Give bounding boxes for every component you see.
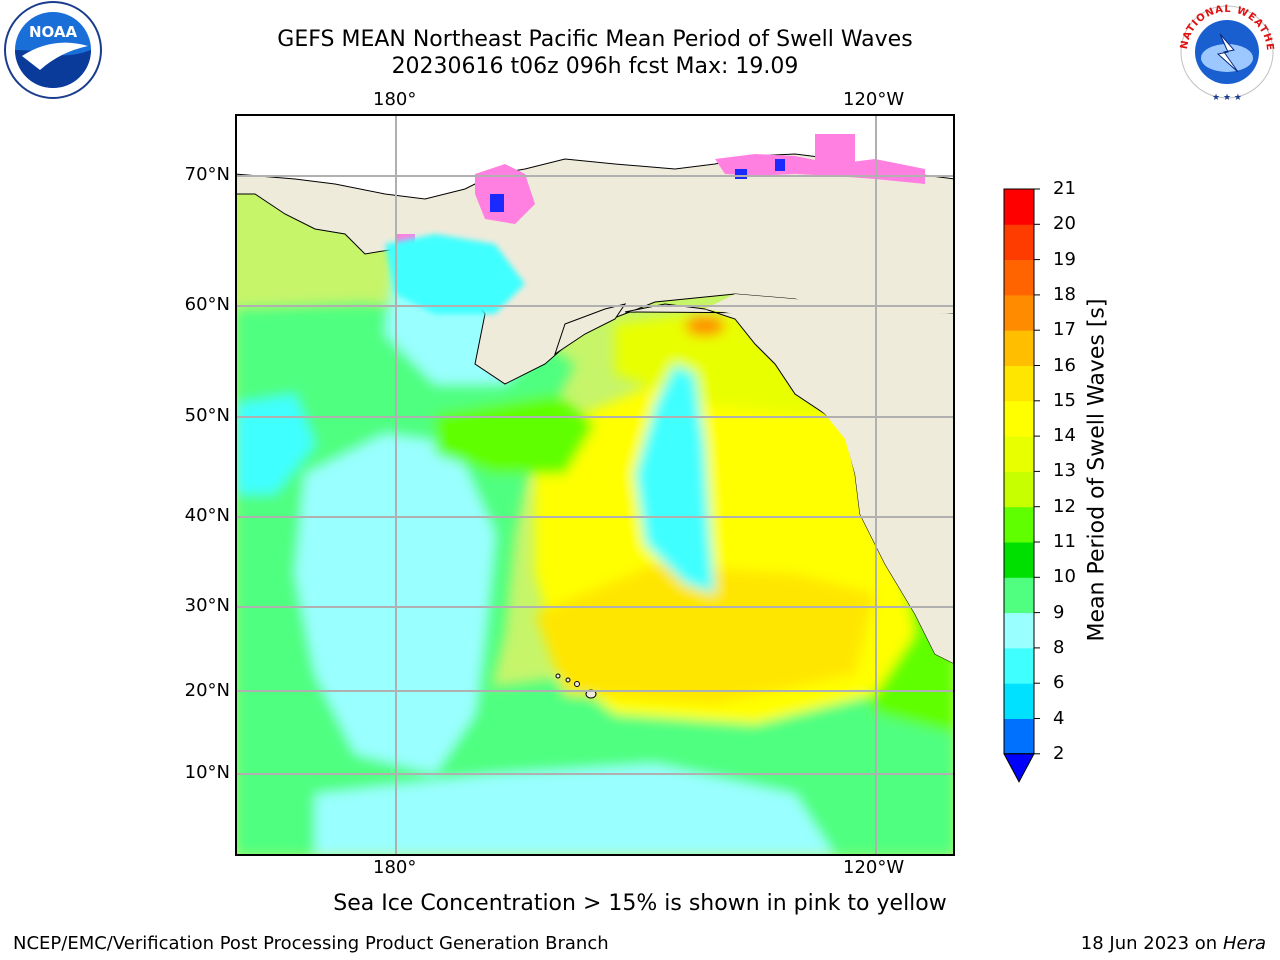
lon-label-bottom-120w: 120°W bbox=[843, 857, 905, 878]
colorbar-segment bbox=[1004, 471, 1034, 508]
colorbar-tick-label: 13 bbox=[1053, 460, 1076, 482]
colorbar-segment bbox=[1004, 189, 1034, 225]
lon-label-top-120w: 120°W bbox=[843, 89, 905, 110]
colorbar-tick-label: 6 bbox=[1053, 672, 1065, 694]
footer-date-text: 18 Jun 2023 on bbox=[1080, 933, 1218, 954]
colorbar-segment bbox=[1004, 294, 1034, 331]
colorbar-segment bbox=[1004, 506, 1034, 543]
lat-label-30n: 30°N bbox=[184, 595, 230, 616]
colorbar-segment bbox=[1004, 647, 1034, 684]
colorbar-tick-label: 9 bbox=[1053, 601, 1065, 623]
colorbar-tick-label: 20 bbox=[1053, 213, 1076, 235]
colorbar-segment bbox=[1004, 400, 1034, 437]
lat-label-40n: 40°N bbox=[184, 505, 230, 526]
colorbar-tick-label: 15 bbox=[1053, 389, 1076, 411]
colorbar-tick-label: 19 bbox=[1053, 248, 1076, 270]
colorbar-segment bbox=[1004, 224, 1034, 261]
noaa-logo: NOAA bbox=[4, 1, 102, 99]
colorbar-tick-label: 16 bbox=[1053, 354, 1076, 376]
colorbar-tick-label: 4 bbox=[1053, 707, 1065, 729]
colorbar-segment bbox=[1004, 259, 1034, 296]
colorbar-tick-label: 11 bbox=[1053, 531, 1076, 552]
chart-subtitle: 20230616 t06z 096h fcst Max: 19.09 bbox=[391, 54, 799, 79]
noaa-logo-text: NOAA bbox=[29, 23, 78, 41]
colorbar-tick-label: 21 bbox=[1053, 178, 1076, 199]
colorbar-segment bbox=[1004, 365, 1034, 402]
colorbar-tick-label: 10 bbox=[1053, 566, 1076, 588]
footer-credit: NCEP/EMC/Verification Post Processing Pr… bbox=[13, 933, 609, 954]
colorbar-segment bbox=[1004, 436, 1034, 472]
colorbar-tick-label: 18 bbox=[1053, 283, 1076, 305]
colorbar-segment bbox=[1004, 577, 1034, 614]
svg-text:★ ★ ★: ★ ★ ★ bbox=[1212, 93, 1242, 103]
footer-date: 18 Jun 2023 on Hera bbox=[1081, 933, 1266, 954]
colorbar-segment bbox=[1004, 718, 1034, 755]
nws-logo: NATIONAL WEATHER SERVICE ★ ★ ★ bbox=[1170, 0, 1274, 103]
footer-host: Hera bbox=[1222, 933, 1266, 954]
colorbar-tick-label: 2 bbox=[1053, 742, 1065, 764]
lon-label-bottom-180: 180° bbox=[373, 857, 417, 878]
swell-period-map bbox=[235, 114, 955, 856]
lat-label-50n: 50°N bbox=[184, 405, 230, 426]
lon-label-top-180: 180° bbox=[373, 89, 417, 110]
colorbar-tick-label: 17 bbox=[1053, 319, 1076, 341]
sea-ice-note: Sea Ice Concentration > 15% is shown in … bbox=[333, 891, 947, 916]
colorbar-under-extension bbox=[1003, 753, 1035, 783]
colorbar-title: Mean Period of Swell Waves [s] bbox=[1084, 298, 1110, 642]
lat-label-10n: 10°N bbox=[184, 762, 230, 783]
chart-title: GEFS MEAN Northeast Pacific Mean Period … bbox=[277, 27, 913, 52]
colorbar-tick-label: 12 bbox=[1053, 495, 1076, 517]
lat-label-70n: 70°N bbox=[184, 164, 230, 185]
graticule bbox=[236, 115, 954, 855]
colorbar-tick-label: 14 bbox=[1053, 425, 1076, 447]
colorbar-segment bbox=[1004, 612, 1034, 649]
colorbar bbox=[1003, 188, 1040, 783]
colorbar-segment bbox=[1004, 330, 1034, 366]
colorbar-tick-label: 8 bbox=[1053, 636, 1065, 658]
colorbar-segment bbox=[1004, 542, 1034, 578]
colorbar-segment bbox=[1004, 683, 1034, 719]
lat-label-60n: 60°N bbox=[184, 294, 230, 315]
lat-label-20n: 20°N bbox=[184, 680, 230, 701]
